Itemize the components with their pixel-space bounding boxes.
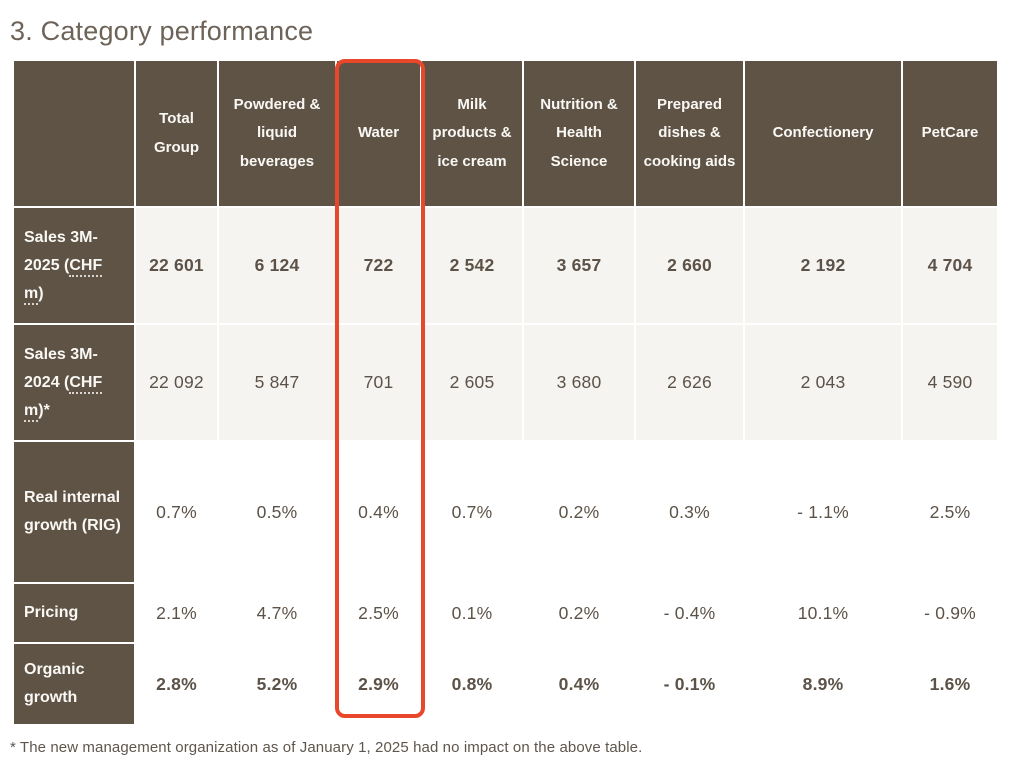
- value-cell: 2 192: [745, 208, 901, 324]
- value-cell: 1.6%: [903, 644, 997, 725]
- value-cell: 5 847: [219, 325, 335, 441]
- value-cell: - 0.9%: [903, 584, 997, 643]
- value-cell: 0.7%: [136, 442, 217, 583]
- value-cell: 2 542: [422, 208, 522, 324]
- m-abbr: m: [24, 401, 39, 422]
- label-text: Sales 3M-2024 (: [24, 345, 98, 391]
- category-table-wrap: Total Group Powdered & liquid beverages …: [12, 59, 999, 726]
- value-cell: 3 657: [524, 208, 634, 324]
- row-label-pricing: Pricing: [14, 584, 134, 643]
- row-real-internal-growth: Real internal growth (RIG) 0.7% 0.5% 0.4…: [14, 442, 997, 583]
- value-cell-water: 701: [337, 325, 420, 441]
- row-label-sales-3m-2025: Sales 3M-2025 (CHF m): [14, 208, 134, 324]
- col-header-total-group: Total Group: [136, 61, 217, 207]
- value-cell: 2.1%: [136, 584, 217, 643]
- value-cell: 2 605: [422, 325, 522, 441]
- value-cell: 22 601: [136, 208, 217, 324]
- chf-abbr: CHF: [69, 373, 103, 394]
- value-cell-water: 2.9%: [337, 644, 420, 725]
- value-cell: 4 590: [903, 325, 997, 441]
- col-header-nutrition-health-science: Nutrition & Health Science: [524, 61, 634, 207]
- value-cell: 0.2%: [524, 584, 634, 643]
- value-cell: 4.7%: [219, 584, 335, 643]
- value-cell: 2 660: [636, 208, 743, 324]
- value-cell: 8.9%: [745, 644, 901, 725]
- category-performance-table: Total Group Powdered & liquid beverages …: [12, 59, 999, 726]
- row-sales-3m-2025: Sales 3M-2025 (CHF m) 22 601 6 124 722 2…: [14, 208, 997, 324]
- col-header-petcare: PetCare: [903, 61, 997, 207]
- value-cell: 0.3%: [636, 442, 743, 583]
- value-cell: 0.5%: [219, 442, 335, 583]
- row-pricing: Pricing 2.1% 4.7% 2.5% 0.1% 0.2% - 0.4% …: [14, 584, 997, 643]
- col-header-powdered-liquid-beverages: Powdered & liquid beverages: [219, 61, 335, 207]
- value-cell-water: 2.5%: [337, 584, 420, 643]
- row-label-organic-growth: Organic growth: [14, 644, 134, 725]
- value-cell: 0.7%: [422, 442, 522, 583]
- table-footnote: * The new management organization as of …: [10, 739, 643, 757]
- row-label-real-internal-growth: Real internal growth (RIG): [14, 442, 134, 583]
- value-cell: 2.5%: [903, 442, 997, 583]
- row-sales-3m-2024: Sales 3M-2024 (CHF m)* 22 092 5 847 701 …: [14, 325, 997, 441]
- value-cell: 0.4%: [524, 644, 634, 725]
- value-cell: 6 124: [219, 208, 335, 324]
- row-organic-growth: Organic growth 2.8% 5.2% 2.9% 0.8% 0.4% …: [14, 644, 997, 725]
- value-cell: 5.2%: [219, 644, 335, 725]
- value-cell: - 0.1%: [636, 644, 743, 725]
- col-header-prepared-dishes-cooking-aids: Prepared dishes & cooking aids: [636, 61, 743, 207]
- row-label-sales-3m-2024: Sales 3M-2024 (CHF m)*: [14, 325, 134, 441]
- value-cell: 22 092: [136, 325, 217, 441]
- col-header-confectionery: Confectionery: [745, 61, 901, 207]
- page-title: 3. Category performance: [10, 16, 314, 46]
- header-row: Total Group Powdered & liquid beverages …: [14, 61, 997, 207]
- value-cell: 3 680: [524, 325, 634, 441]
- corner-cell: [14, 61, 134, 207]
- value-cell: 2.8%: [136, 644, 217, 725]
- value-cell: 0.2%: [524, 442, 634, 583]
- value-cell: 0.8%: [422, 644, 522, 725]
- value-cell: 0.1%: [422, 584, 522, 643]
- value-cell: 2 626: [636, 325, 743, 441]
- value-cell-water: 0.4%: [337, 442, 420, 583]
- value-cell: 4 704: [903, 208, 997, 324]
- value-cell: 10.1%: [745, 584, 901, 643]
- col-header-water: Water: [337, 61, 420, 207]
- label-text: Sales 3M-2025 (: [24, 228, 98, 274]
- value-cell: 2 043: [745, 325, 901, 441]
- value-cell: - 0.4%: [636, 584, 743, 643]
- value-cell: - 1.1%: [745, 442, 901, 583]
- value-cell-water: 722: [337, 208, 420, 324]
- chf-abbr: CHF: [69, 256, 103, 277]
- m-abbr: m: [24, 284, 39, 305]
- col-header-milk-products-ice-cream: Milk products & ice cream: [422, 61, 522, 207]
